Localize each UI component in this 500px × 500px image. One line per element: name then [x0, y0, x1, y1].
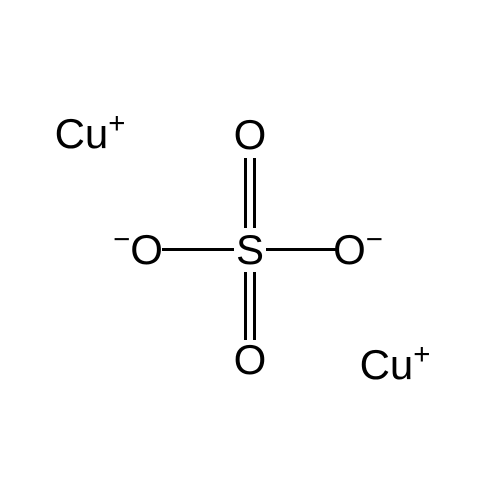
atom-label: O — [234, 336, 267, 383]
bond-s-o-top-1 — [244, 158, 247, 228]
bond-s-o-right — [266, 248, 338, 251]
atom-label: Cu — [360, 341, 414, 388]
atom-charge: − — [366, 223, 383, 256]
bond-s-o-bottom-2 — [253, 272, 256, 340]
atom-label: O — [130, 226, 163, 273]
atom-charge: − — [113, 223, 130, 256]
atom-charge: + — [108, 107, 125, 140]
atom-label: O — [234, 111, 267, 158]
atom-s-center: S — [236, 226, 264, 274]
chemical-structure-canvas: Cu+ Cu+ S O O −O O− — [0, 0, 500, 500]
atom-cu-1: Cu+ — [55, 110, 126, 158]
atom-label: S — [236, 226, 264, 273]
atom-label: Cu — [55, 110, 109, 157]
atom-cu-2: Cu+ — [360, 341, 431, 389]
atom-charge: + — [413, 338, 430, 371]
atom-o-top: O — [234, 111, 267, 159]
atom-o-bottom: O — [234, 336, 267, 384]
bond-s-o-top-2 — [253, 158, 256, 228]
atom-o-left: −O — [113, 226, 163, 274]
bond-s-o-left — [162, 248, 234, 251]
atom-o-right: O− — [333, 226, 383, 274]
bond-s-o-bottom-1 — [244, 272, 247, 340]
